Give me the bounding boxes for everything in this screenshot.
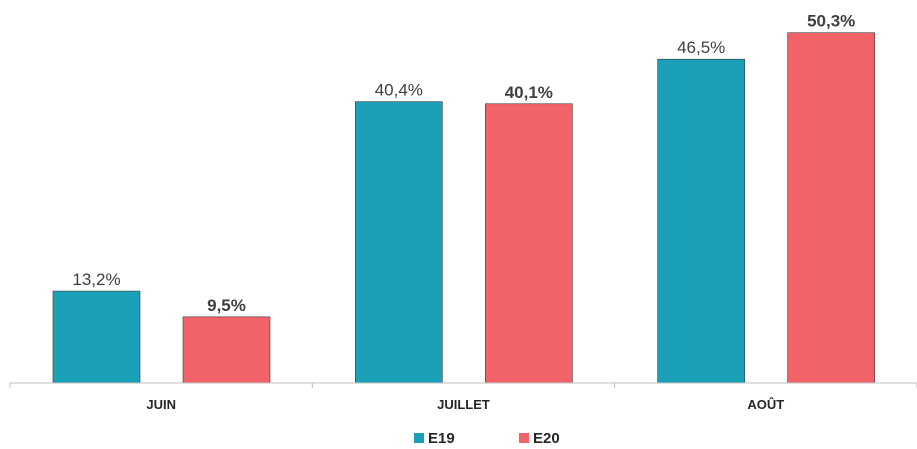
bar-e20-août	[787, 32, 875, 384]
bar-e20-juillet	[485, 103, 573, 384]
value-labels-group: 13,2% 9,5% 40,4% 40,1% 46,5% 50,3%	[72, 12, 855, 315]
legend-label-e20: E20	[533, 430, 560, 447]
legend-label-e19: E19	[428, 430, 455, 447]
category-label-2: AOÛT	[747, 397, 784, 412]
x-axis-ticks-group	[9, 383, 917, 388]
data-label-e20-juin: 9,5%	[207, 296, 246, 315]
category-label-1: JUILLET	[437, 397, 490, 412]
data-label-e19-juillet: 40,4%	[375, 81, 423, 100]
data-label-e20-août: 50,3%	[807, 12, 855, 31]
bar-e19-juillet	[355, 101, 443, 384]
category-labels-group: JUIN JUILLET AOÛT	[146, 397, 784, 412]
data-label-e20-juillet: 40,1%	[505, 83, 553, 102]
bar-e19-août	[657, 58, 745, 384]
legend: E19 E20	[414, 430, 560, 447]
bars-group	[52, 32, 875, 384]
data-label-e19-juin: 13,2%	[72, 270, 120, 289]
bar-e20-juin	[182, 316, 271, 384]
legend-swatch-e19	[414, 433, 424, 443]
bar-e19-juin	[52, 290, 141, 384]
category-label-0: JUIN	[146, 397, 176, 412]
legend-swatch-e20	[519, 433, 529, 443]
data-label-e19-août: 46,5%	[677, 38, 725, 57]
